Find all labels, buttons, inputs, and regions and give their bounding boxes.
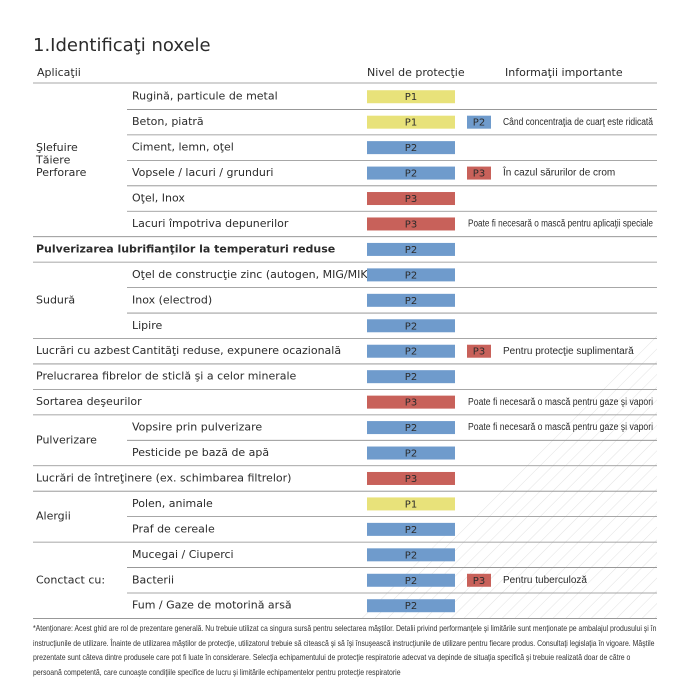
info-text: Poate fi necesară o mască pentru gaze şi…: [468, 397, 653, 408]
hatching: [360, 330, 657, 618]
info-text: Pentru protecţie suplimentară: [503, 346, 634, 357]
level-text: P1: [405, 92, 417, 103]
row-label: Cantităţi reduse, expunere ocazională: [132, 344, 341, 357]
group-label: Şlefuire: [36, 141, 78, 154]
level-badge: [367, 344, 455, 358]
group-label: Alergii: [36, 510, 71, 523]
row-label: Rugină, particule de metal: [132, 90, 278, 103]
group-label: Lucrări cu azbest: [36, 344, 131, 357]
level-text: P2: [405, 550, 417, 561]
level-text: P2: [405, 270, 417, 281]
level-text: P2: [405, 576, 417, 587]
level-badge: [367, 141, 455, 155]
group-label: Prelucrarea fibrelor de sticlă şi a celo…: [36, 370, 297, 383]
level-text: P1: [405, 499, 417, 510]
row-label: Bacterii: [132, 573, 174, 586]
group-label: Perforare: [36, 166, 87, 179]
level-badge: [367, 217, 455, 231]
level-badge: [367, 319, 455, 333]
header-protection: Nivel de protecţie: [367, 66, 465, 79]
level-badge: [367, 599, 455, 613]
level-badge: [367, 497, 455, 511]
level-badge: [367, 421, 455, 435]
level-badge: [467, 344, 491, 358]
level-badge: [367, 471, 455, 485]
level-badge: [367, 446, 455, 460]
table: 1.Identificaţi noxele Aplicaţii Nivel de…: [33, 35, 657, 619]
level-text: P2: [405, 449, 417, 460]
level-text: P2: [405, 296, 417, 307]
row-label: Beton, piatră: [132, 115, 204, 128]
level-text: P2: [405, 423, 417, 434]
level-text: P2: [405, 321, 417, 332]
level-text: P2: [405, 601, 417, 612]
level-text: P2: [473, 118, 485, 129]
header-applications: Aplicaţii: [37, 66, 81, 79]
group-label: Pulverizarea lubrifianţilor la temperatu…: [36, 242, 335, 255]
level-badge: [367, 548, 455, 562]
row-label: Praf de cereale: [132, 522, 215, 535]
row-label: Vopsele / lacuri / grunduri: [132, 166, 273, 179]
level-badge: [467, 166, 491, 180]
level-text: P2: [405, 372, 417, 383]
info-text: În cazul sărurilor de crom: [502, 166, 615, 179]
level-text: P2: [405, 525, 417, 536]
row-label: Inox (electrod): [132, 293, 212, 306]
row-label: Vopsire prin pulverizare: [132, 421, 262, 434]
row-label: Ciment, lemn, oţel: [132, 141, 234, 154]
level-text: P2: [405, 347, 417, 358]
row-label: Polen, animale: [132, 497, 213, 510]
level-badge: [367, 370, 455, 384]
level-badge: [367, 395, 455, 409]
group-label: Sudură: [36, 293, 75, 306]
title: 1.Identificaţi noxele: [33, 35, 211, 56]
level-text: P2: [405, 245, 417, 256]
row-label: Oţel de construcţie zinc (autogen, MIG/M…: [132, 268, 372, 281]
level-text: P2: [405, 169, 417, 180]
header-info: Informaţii importante: [505, 66, 623, 79]
level-badge: [367, 166, 455, 180]
row-label: Fum / Gaze de motorină arsă: [132, 599, 292, 612]
level-text: P3: [473, 347, 485, 358]
level-badge: [367, 90, 455, 104]
info-text: Pentru tuberculoză: [503, 575, 587, 586]
level-text: P2: [405, 143, 417, 154]
level-text: P3: [473, 576, 485, 587]
info-text: Poate fi necesară o mască pentru gaze şi…: [468, 422, 653, 433]
level-badge: [467, 573, 491, 587]
footnote: *Atenţionare: Acest ghid are rol de prez…: [33, 624, 657, 677]
level-badge: [367, 293, 455, 307]
group-label: Conctact cu:: [36, 573, 105, 586]
level-text: P3: [473, 169, 485, 180]
info-text: Poate fi necesară o mască pentru aplicaţ…: [468, 219, 653, 230]
row-label: Pesticide pe bază de apă: [132, 446, 269, 459]
row-label: Mucegai / Ciuperci: [132, 548, 234, 561]
row-label: Lipire: [132, 319, 163, 332]
level-badge: [367, 573, 455, 587]
level-badge: [367, 192, 455, 206]
level-badge: [367, 242, 455, 256]
level-badge: [467, 115, 491, 129]
row-label: Oţel, Inox: [132, 192, 185, 205]
row-label: Lacuri împotriva depunerilor: [132, 217, 289, 230]
level-text: P3: [405, 194, 417, 205]
group-label: Sortarea deşeurilor: [36, 395, 142, 408]
group-label: Lucrări de întreţinere (ex. schimbarea f…: [36, 471, 291, 484]
level-text: P3: [405, 474, 417, 485]
level-text: P3: [405, 219, 417, 230]
level-text: P3: [405, 398, 417, 409]
level-badge: [367, 115, 455, 129]
level-badge: [367, 268, 455, 282]
group-label: Tăiere: [35, 153, 71, 166]
info-text: Când concentraţia de cuarţ este ridicată: [503, 117, 653, 128]
level-text: P1: [405, 118, 417, 129]
level-badge: [367, 522, 455, 536]
group-label: Pulverizare: [36, 433, 97, 446]
